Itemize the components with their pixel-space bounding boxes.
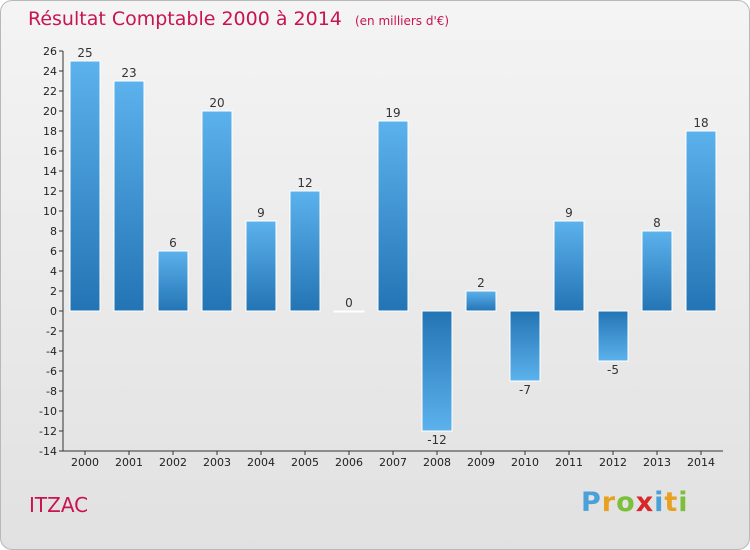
x-tick-label: 2006 [335,456,363,469]
title-text: Résultat Comptable 2000 à 2014 [28,8,342,30]
y-tick-label: 8 [50,225,57,238]
y-tick-label: 14 [43,165,57,178]
data-label: -7 [519,383,531,397]
y-tick-label: 6 [50,245,57,258]
data-label: 8 [653,216,661,230]
x-tick-label: 2002 [159,456,187,469]
logo-letter: t [664,487,679,518]
y-tick-label: -4 [46,345,57,358]
data-label: 12 [297,176,312,190]
logo-letter: o [616,487,636,518]
y-tick-label: 24 [43,65,57,78]
data-label: -5 [607,363,619,377]
data-label: 18 [693,116,708,130]
bar [553,220,585,312]
y-tick-label: 20 [43,105,57,118]
x-tick-label: 2009 [467,456,495,469]
y-tick-label: -6 [46,365,57,378]
x-tick-label: 2000 [71,456,99,469]
logo-letter: i [678,487,689,518]
y-tick-label: 4 [50,265,57,278]
bar [465,290,497,312]
data-label: -12 [427,433,447,447]
y-tick-label: -14 [39,445,57,458]
bar [157,250,189,312]
x-tick-label: 2007 [379,456,407,469]
data-label: 0 [345,296,353,310]
y-tick-label: 2 [50,285,57,298]
unit-text: (en milliers d'€) [354,14,450,28]
logo-letter: x [635,487,655,518]
data-label: 20 [209,96,224,110]
data-label: 2 [477,276,485,290]
commune-name: ITZAC [29,493,89,517]
bar [685,130,717,312]
y-tick-label: 12 [43,185,57,198]
y-tick-label: -2 [46,325,57,338]
x-tick-label: 2011 [555,456,583,469]
y-tick-label: 10 [43,205,57,218]
x-tick-label: 2012 [599,456,627,469]
bar [597,310,629,362]
bar [377,120,409,312]
bar [641,230,673,312]
x-tick-label: 2005 [291,456,319,469]
data-label: 9 [257,206,265,220]
data-label: 25 [77,46,92,60]
x-tick-label: 2004 [247,456,275,469]
data-label: 9 [565,206,573,220]
y-tick-label: 26 [43,45,57,58]
x-tick-label: 2003 [203,456,231,469]
data-label: 23 [121,66,136,80]
bar [69,60,101,312]
x-tick-label: 2010 [511,456,539,469]
data-label: 19 [385,106,400,120]
y-tick-label: -8 [46,385,57,398]
y-tick-label: 22 [43,85,57,98]
x-tick-label: 2013 [643,456,671,469]
logo-letter: r [601,487,617,518]
x-tick-label: 2008 [423,456,451,469]
logo-letter: P [581,487,602,518]
chart-title: Résultat Comptable 2000 à 2014 (en milli… [28,8,449,30]
logo-letter: i [654,487,665,518]
bar [289,190,321,312]
bar [113,80,145,312]
x-tick-label: 2001 [115,456,143,469]
bar [245,220,277,312]
x-tick-label: 2014 [687,456,715,469]
proxiti-logo: Proxiti [581,487,689,518]
y-tick-label: -12 [39,425,57,438]
bar [509,310,541,382]
bar [333,310,365,313]
y-tick-label: 18 [43,125,57,138]
y-tick-label: 16 [43,145,57,158]
bar [201,110,233,312]
data-label: 6 [169,236,177,250]
y-tick-label: 0 [50,305,57,318]
bar [421,310,453,432]
y-tick-label: -10 [39,405,57,418]
